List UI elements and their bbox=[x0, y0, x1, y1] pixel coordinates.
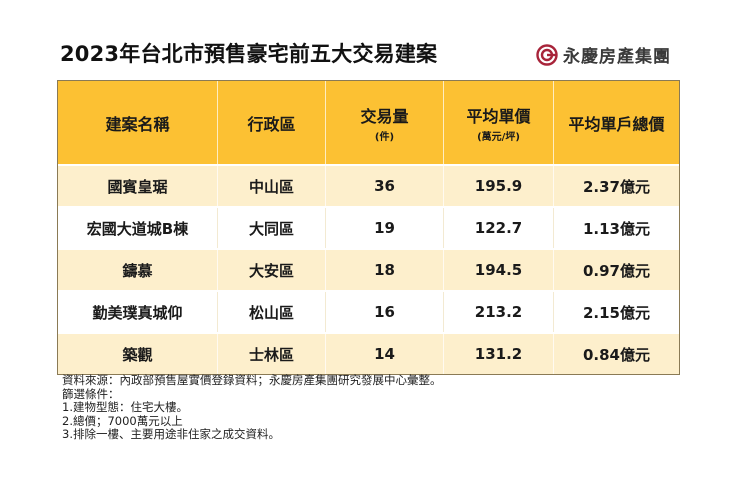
note-criteria-3: 3.排除一樓、主要用途非住家之成交資料。 bbox=[62, 427, 280, 441]
cell-total-price: 2.15億元 bbox=[582, 303, 650, 322]
table-row: 宏國大道城B棟 大同區 19 122.7 1.13億元 bbox=[58, 206, 679, 248]
cell-volume: 16 bbox=[326, 292, 444, 332]
yungching-logo-icon bbox=[536, 43, 558, 66]
cell-district: 松山區 bbox=[218, 292, 326, 332]
table-row: 築觀 士林區 14 131.2 0.84億元 bbox=[58, 332, 679, 374]
page-title: 2023年台北市預售豪宅前五大交易建案 bbox=[60, 42, 438, 66]
cell-unit-price: 131.2 bbox=[444, 334, 554, 374]
cell-total-price: 1.13億元 bbox=[582, 219, 650, 238]
header-unit: (件) bbox=[374, 131, 395, 143]
cell-project-name: 勤美璞真城仰 bbox=[58, 292, 218, 332]
cell-total-price: 2.37億元 bbox=[582, 177, 650, 196]
brand-name: 永慶房產集團 bbox=[563, 47, 671, 67]
table-row: 勤美璞真城仰 松山區 16 213.2 2.15億元 bbox=[58, 290, 679, 332]
header-volume: 交易量 (件) bbox=[326, 81, 444, 164]
note-criteria-1: 1.建物型態：住宅大樓。 bbox=[62, 400, 188, 414]
cell-total-price: 0.97億元 bbox=[582, 261, 650, 280]
cell-volume: 14 bbox=[326, 334, 444, 374]
cell-project-name: 鑄慕 bbox=[58, 250, 218, 290]
table-row: 鑄慕 大安區 18 194.5 0.97億元 bbox=[58, 248, 679, 290]
header-district: 行政區 bbox=[218, 81, 326, 164]
header-label: 平均單戶總價 bbox=[568, 114, 665, 134]
header-label: 平均單價 bbox=[466, 106, 531, 126]
cell-volume: 19 bbox=[326, 208, 444, 248]
cell-unit-price: 195.9 bbox=[444, 166, 554, 206]
cell-district: 大安區 bbox=[218, 250, 326, 290]
cell-volume: 18 bbox=[326, 250, 444, 290]
table-header: 建案名稱 行政區 交易量 (件) 平均單價 (萬元/坪) 平均單戶總價 bbox=[58, 81, 679, 164]
header-unit: (萬元/坪) bbox=[477, 131, 520, 143]
note-criteria-2: 2.總價；7000萬元以上 bbox=[62, 413, 183, 428]
header-project-name: 建案名稱 bbox=[58, 81, 218, 164]
transactions-table: 建案名稱 行政區 交易量 (件) 平均單價 (萬元/坪) 平均單戶總價 國賓皇琚… bbox=[57, 80, 680, 375]
footnotes: 資料來源：內政部預售屋實價登錄資料；永慶房產集團研究發展中心彙整。 篩選條件： … bbox=[62, 373, 442, 442]
cell-unit-price: 213.2 bbox=[444, 292, 554, 332]
cell-project-name: 國賓皇琚 bbox=[58, 166, 218, 206]
note-source: 資料來源：內政部預售屋實價登錄資料；永慶房產集團研究發展中心彙整。 bbox=[62, 373, 442, 387]
cell-unit-price: 122.7 bbox=[444, 208, 554, 248]
header-label: 建案名稱 bbox=[105, 114, 170, 134]
header-total-price: 平均單戶總價 bbox=[554, 81, 679, 164]
cell-volume: 36 bbox=[326, 166, 444, 206]
cell-total-price: 0.84億元 bbox=[582, 345, 650, 364]
header-unit-price: 平均單價 (萬元/坪) bbox=[444, 81, 554, 164]
brand-logo: 永慶房產集團 bbox=[536, 42, 671, 67]
cell-district: 士林區 bbox=[218, 334, 326, 374]
table-row: 國賓皇琚 中山區 36 195.9 2.37億元 bbox=[58, 164, 679, 206]
cell-unit-price: 194.5 bbox=[444, 250, 554, 290]
note-criteria-heading: 篩選條件： bbox=[62, 386, 120, 401]
header-label: 交易量 bbox=[360, 106, 409, 126]
cell-district: 大同區 bbox=[218, 208, 326, 248]
cell-district: 中山區 bbox=[218, 166, 326, 206]
cell-project-name: 築觀 bbox=[58, 334, 218, 374]
cell-project-name: 宏國大道城B棟 bbox=[58, 208, 218, 248]
header-label: 行政區 bbox=[247, 114, 296, 134]
